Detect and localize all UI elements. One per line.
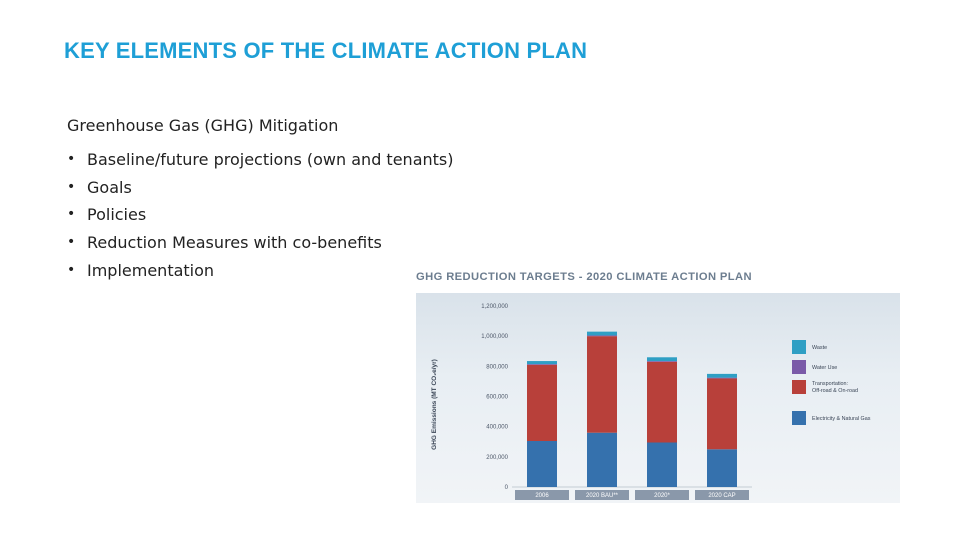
list-item: • Goals [67, 174, 453, 202]
bar-segment [647, 357, 677, 362]
bullet-text: Reduction Measures with co-benefits [87, 233, 382, 253]
x-tick-label: 2020 CAP [708, 493, 735, 499]
y-tick-label: 0 [505, 485, 509, 491]
y-tick-label: 600,000 [486, 395, 508, 401]
category-label-box [575, 490, 629, 500]
bullet-icon: • [67, 234, 76, 251]
legend-swatch [792, 360, 806, 374]
bullet-icon: • [67, 206, 76, 223]
bullet-icon: • [67, 151, 76, 167]
ghg-bar-chart: 0 200,000 400,000 600,000 800,000 1,000,000 1,… [431, 304, 871, 500]
section-heading: Greenhouse Gas (GHG) Mitigation [67, 116, 339, 135]
bullet-text: Policies [87, 205, 147, 225]
bar-segment [527, 361, 557, 365]
bar-segment [527, 364, 557, 365]
list-item: • Policies [67, 201, 453, 229]
bar-segment [587, 331, 617, 336]
y-tick-label: 800,000 [486, 364, 508, 370]
bullet-icon: • [67, 261, 76, 278]
bar-segment [587, 335, 617, 337]
chart-title: GHG REDUCTION TARGETS - 2020 CLIMATE ACT… [416, 271, 752, 283]
x-tick-label: 2006 [535, 493, 549, 499]
bullet-list: • Baseline/future projections (own and te… [67, 146, 453, 284]
bar-segment [707, 378, 737, 450]
legend-label: Waste [812, 345, 827, 351]
bar-segment [707, 449, 737, 487]
chart-image: 0 200,000 400,000 600,000 800,000 1,000,000 1,… [416, 293, 900, 503]
bullet-text: Baseline/future projections (own and ten… [87, 150, 454, 169]
bar-segment [707, 373, 737, 378]
bar-segment [527, 364, 557, 441]
list-item: • Reduction Measures with co-benefits [67, 229, 453, 257]
slide-title: KEY ELEMENTS OF THE CLIMATE ACTION PLAN [64, 38, 588, 63]
bar-segment [587, 336, 617, 433]
bar-segment [707, 377, 737, 379]
category-label-box [635, 490, 689, 500]
legend-swatch [792, 340, 806, 354]
legend-swatch [792, 411, 806, 425]
y-tick-label: 200,000 [486, 455, 508, 461]
y-axis-label: GHG Emissions (MT CO₂e/yr) [431, 359, 438, 450]
legend-label: Water Use [812, 365, 837, 371]
y-tick-label: 1,000,000 [481, 334, 508, 340]
bar-segment [647, 442, 677, 487]
bullet-text: Goals [87, 177, 132, 197]
bar-segment [647, 361, 677, 443]
category-label-box [515, 490, 569, 500]
list-item: • Baseline/future projections (own and te… [67, 146, 453, 174]
x-tick-label: 2020 BAU** [586, 493, 619, 499]
legend-label: Off-road & On-road [812, 388, 858, 394]
legend-label: Transportation: [812, 381, 848, 387]
list-item: • Implementation [67, 257, 453, 285]
legend-label: Electricity & Natural Gas [812, 416, 871, 422]
x-tick-label: 2020* [654, 493, 670, 499]
bar-segment [647, 361, 677, 362]
y-tick-label: 1,200,000 [481, 304, 508, 310]
bar-segment [527, 440, 557, 487]
bullet-icon: • [67, 178, 76, 195]
legend-swatch [792, 380, 806, 394]
bullet-text: Implementation [87, 260, 215, 280]
bar-segment [587, 432, 617, 487]
y-tick-label: 400,000 [486, 425, 508, 431]
category-label-box [695, 490, 749, 500]
